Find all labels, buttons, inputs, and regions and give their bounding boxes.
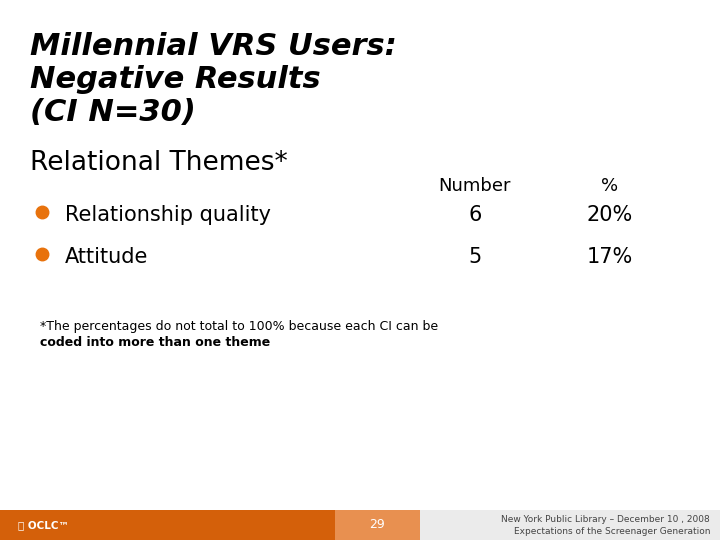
Text: New York Public Library – December 10 , 2008: New York Public Library – December 10 , … [501,515,710,523]
Bar [0,510,335,540]
Text: %: % [601,177,618,195]
Text: Expectations of the Screenager Generation: Expectations of the Screenager Generatio… [513,527,710,536]
Text: 17%: 17% [587,247,633,267]
Text: Relational Themes*: Relational Themes* [30,150,288,176]
Text: Attitude: Attitude [65,247,148,267]
Text: 5: 5 [469,247,482,267]
Text: Relationship quality: Relationship quality [65,205,271,225]
Text: ⓒ OCLC™: ⓒ OCLC™ [18,520,69,530]
Text: 20%: 20% [587,205,633,225]
Bar [335,510,720,540]
Text: Millennial VRS Users:: Millennial VRS Users: [30,32,397,61]
Text: Negative Results: Negative Results [30,65,320,94]
Text: coded into more than one theme: coded into more than one theme [40,336,270,349]
Text: (CI N=30): (CI N=30) [30,98,196,127]
Text: *The percentages do not total to 100% because each CI can be: *The percentages do not total to 100% be… [40,320,438,333]
Text: 29: 29 [369,518,385,531]
Text: Number: Number [438,177,511,195]
Bar [335,510,420,540]
Text: 6: 6 [468,205,482,225]
